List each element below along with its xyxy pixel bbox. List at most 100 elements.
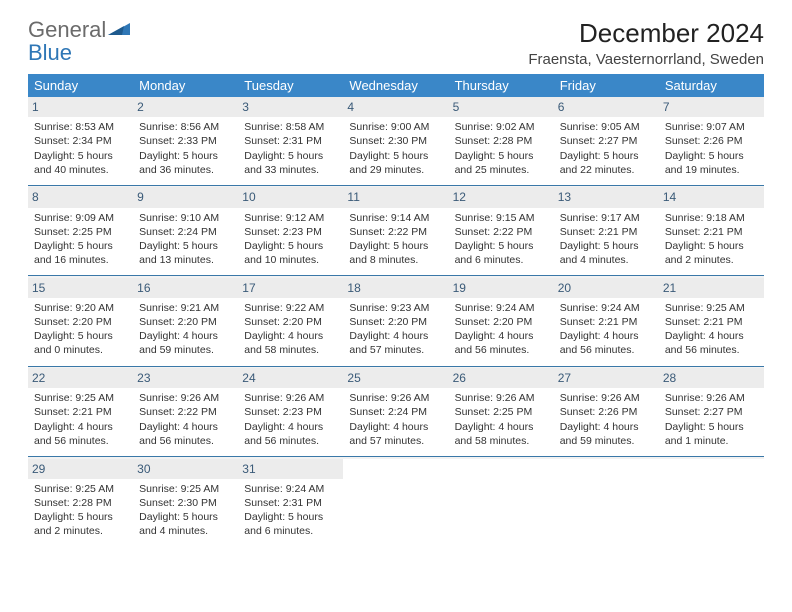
daylight-text: Daylight: 4 hours [560, 420, 653, 434]
sunset-text: Sunset: 2:23 PM [244, 225, 337, 239]
calendar-day-cell: 7Sunrise: 9:07 AMSunset: 2:26 PMDaylight… [659, 97, 764, 185]
calendar-week-row: 29Sunrise: 9:25 AMSunset: 2:28 PMDayligh… [28, 459, 764, 547]
daylight-text: Daylight: 4 hours [455, 329, 548, 343]
sunset-text: Sunset: 2:33 PM [139, 134, 232, 148]
sunrise-text: Sunrise: 9:24 AM [560, 301, 653, 315]
weekday-header: Sunday [28, 74, 133, 97]
calendar-day-cell [449, 459, 554, 547]
calendar-day-cell: 12Sunrise: 9:15 AMSunset: 2:22 PMDayligh… [449, 187, 554, 275]
daylight-text: and 25 minutes. [455, 163, 548, 177]
sunset-text: Sunset: 2:25 PM [455, 405, 548, 419]
day-number: 2 [133, 97, 238, 117]
sunset-text: Sunset: 2:30 PM [349, 134, 442, 148]
daylight-text: and 59 minutes. [139, 343, 232, 357]
calendar-day-cell: 14Sunrise: 9:18 AMSunset: 2:21 PMDayligh… [659, 187, 764, 275]
daylight-text: and 19 minutes. [665, 163, 758, 177]
calendar-day-cell: 16Sunrise: 9:21 AMSunset: 2:20 PMDayligh… [133, 278, 238, 366]
calendar-day-cell: 9Sunrise: 9:10 AMSunset: 2:24 PMDaylight… [133, 187, 238, 275]
sunset-text: Sunset: 2:24 PM [349, 405, 442, 419]
sunset-text: Sunset: 2:26 PM [665, 134, 758, 148]
daylight-text: Daylight: 5 hours [349, 149, 442, 163]
sunrise-text: Sunrise: 9:17 AM [560, 211, 653, 225]
daylight-text: and 8 minutes. [349, 253, 442, 267]
sunset-text: Sunset: 2:22 PM [349, 225, 442, 239]
daylight-text: Daylight: 5 hours [455, 149, 548, 163]
sunrise-text: Sunrise: 9:05 AM [560, 120, 653, 134]
daylight-text: and 57 minutes. [349, 434, 442, 448]
calendar-day-cell: 23Sunrise: 9:26 AMSunset: 2:22 PMDayligh… [133, 368, 238, 456]
sunrise-text: Sunrise: 9:24 AM [244, 482, 337, 496]
sunset-text: Sunset: 2:28 PM [34, 496, 127, 510]
sunset-text: Sunset: 2:31 PM [244, 496, 337, 510]
calendar-day-cell: 19Sunrise: 9:24 AMSunset: 2:20 PMDayligh… [449, 278, 554, 366]
sunset-text: Sunset: 2:27 PM [665, 405, 758, 419]
weekday-header: Thursday [449, 74, 554, 97]
sunrise-text: Sunrise: 9:25 AM [34, 391, 127, 405]
calendar-day-cell: 6Sunrise: 9:05 AMSunset: 2:27 PMDaylight… [554, 97, 659, 185]
daylight-text: Daylight: 5 hours [34, 239, 127, 253]
daylight-text: and 2 minutes. [665, 253, 758, 267]
sunset-text: Sunset: 2:26 PM [560, 405, 653, 419]
daylight-text: and 58 minutes. [244, 343, 337, 357]
sunset-text: Sunset: 2:34 PM [34, 134, 127, 148]
daylight-text: Daylight: 4 hours [139, 329, 232, 343]
daylight-text: Daylight: 4 hours [560, 329, 653, 343]
sunrise-text: Sunrise: 9:18 AM [665, 211, 758, 225]
calendar-day-cell: 26Sunrise: 9:26 AMSunset: 2:25 PMDayligh… [449, 368, 554, 456]
sunset-text: Sunset: 2:20 PM [455, 315, 548, 329]
location: Fraensta, Vaesternorrland, Sweden [528, 51, 764, 68]
sunrise-text: Sunrise: 9:10 AM [139, 211, 232, 225]
daylight-text: Daylight: 4 hours [139, 420, 232, 434]
calendar-day-cell: 20 Sunrise: 9:24 AMSunset: 2:21 PMDayligh… [554, 278, 659, 366]
calendar-day-cell: 1Sunrise: 8:53 AMSunset: 2:34 PMDaylight… [28, 97, 133, 185]
day-number: 4 [343, 97, 448, 117]
sunrise-text: Sunrise: 9:26 AM [244, 391, 337, 405]
day-number: 20 [554, 278, 659, 298]
day-number: 11 [343, 187, 448, 207]
sunset-text: Sunset: 2:20 PM [244, 315, 337, 329]
sunset-text: Sunset: 2:20 PM [139, 315, 232, 329]
sunset-text: Sunset: 2:23 PM [244, 405, 337, 419]
calendar-week-row: 8Sunrise: 9:09 AMSunset: 2:25 PMDaylight… [28, 187, 764, 275]
sunset-text: Sunset: 2:22 PM [455, 225, 548, 239]
day-number: 6 [554, 97, 659, 117]
day-number: 8 [28, 187, 133, 207]
daylight-text: and 56 minutes. [139, 434, 232, 448]
calendar-day-cell: 28Sunrise: 9:26 AMSunset: 2:27 PMDayligh… [659, 368, 764, 456]
daylight-text: Daylight: 4 hours [665, 329, 758, 343]
sunset-text: Sunset: 2:21 PM [560, 315, 653, 329]
sunset-text: Sunset: 2:28 PM [455, 134, 548, 148]
daylight-text: Daylight: 4 hours [349, 420, 442, 434]
daylight-text: and 57 minutes. [349, 343, 442, 357]
day-number: 14 [659, 187, 764, 207]
weekday-header: Friday [554, 74, 659, 97]
calendar-day-cell: 27Sunrise: 9:26 AMSunset: 2:26 PMDayligh… [554, 368, 659, 456]
daylight-text: and 56 minutes. [560, 343, 653, 357]
daylight-text: Daylight: 5 hours [349, 239, 442, 253]
day-number: 19 [449, 278, 554, 298]
daylight-text: Daylight: 4 hours [34, 420, 127, 434]
calendar-day-cell: 17Sunrise: 9:22 AMSunset: 2:20 PMDayligh… [238, 278, 343, 366]
daylight-text: Daylight: 5 hours [139, 239, 232, 253]
daylight-text: and 33 minutes. [244, 163, 337, 177]
daylight-text: and 13 minutes. [139, 253, 232, 267]
calendar-week-row: 1Sunrise: 8:53 AMSunset: 2:34 PMDaylight… [28, 97, 764, 185]
calendar-day-cell [659, 459, 764, 547]
daylight-text: and 56 minutes. [455, 343, 548, 357]
sunset-text: Sunset: 2:21 PM [560, 225, 653, 239]
day-number: 12 [449, 187, 554, 207]
day-number: 24 [238, 368, 343, 388]
daylight-text: and 29 minutes. [349, 163, 442, 177]
calendar-day-cell: 31Sunrise: 9:24 AMSunset: 2:31 PMDayligh… [238, 459, 343, 547]
daylight-text: Daylight: 4 hours [455, 420, 548, 434]
daylight-text: Daylight: 5 hours [455, 239, 548, 253]
sunset-text: Sunset: 2:24 PM [139, 225, 232, 239]
logo: General Blue [28, 18, 134, 64]
daylight-text: and 4 minutes. [560, 253, 653, 267]
sunset-text: Sunset: 2:21 PM [665, 315, 758, 329]
weekday-header: Monday [133, 74, 238, 97]
day-number: 13 [554, 187, 659, 207]
day-number: 16 [133, 278, 238, 298]
daylight-text: Daylight: 4 hours [244, 420, 337, 434]
daylight-text: and 56 minutes. [244, 434, 337, 448]
